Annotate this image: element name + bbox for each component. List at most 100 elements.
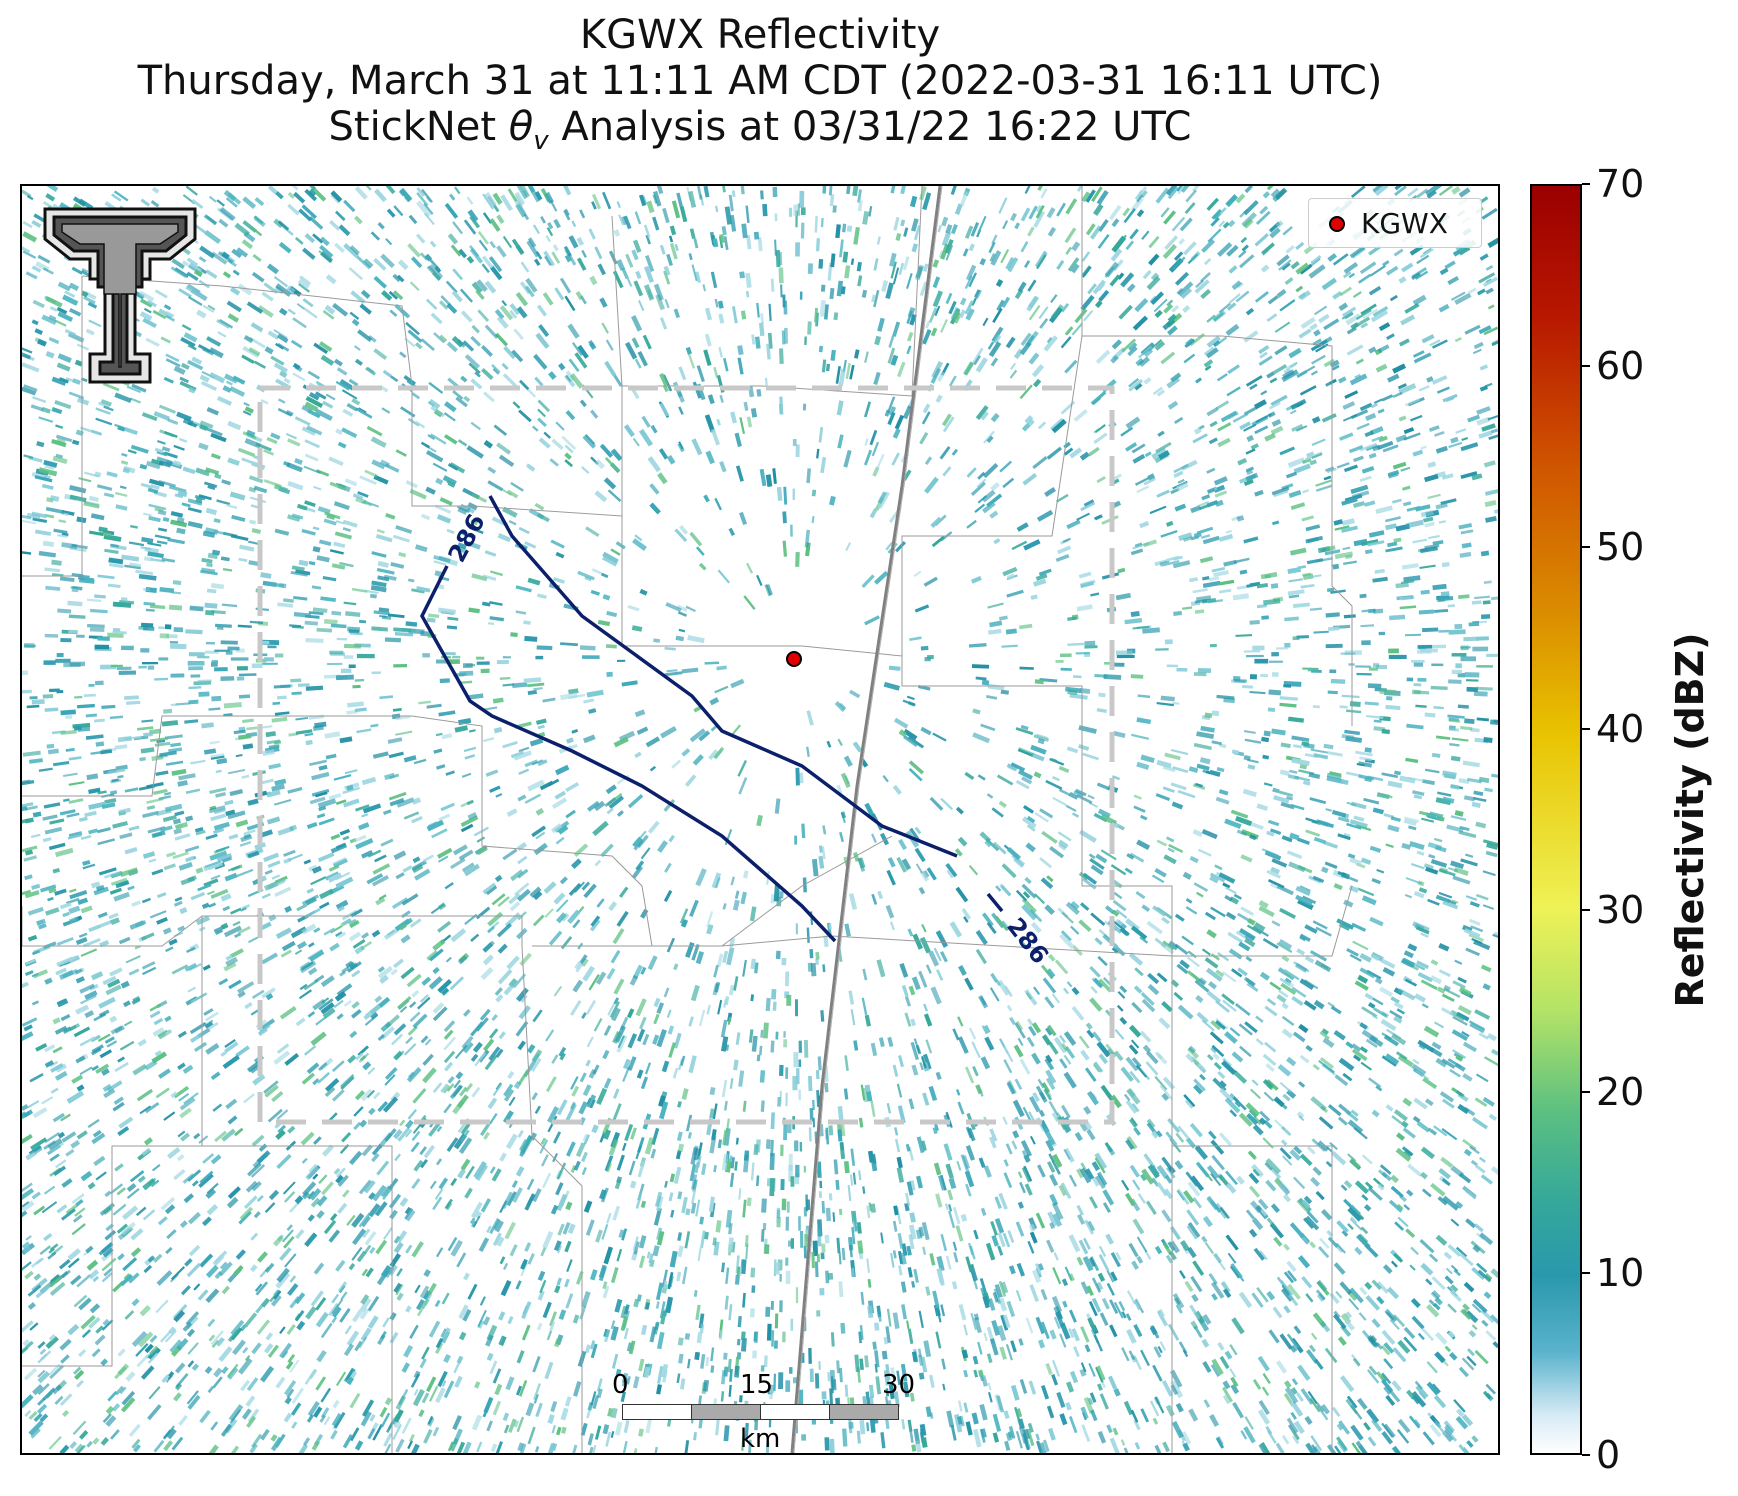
reflectivity-gate — [896, 1156, 903, 1169]
reflectivity-gate — [1332, 563, 1340, 570]
reflectivity-gate — [54, 888, 67, 896]
reflectivity-gate — [426, 703, 442, 709]
map-frame[interactable]: 286 286 — [20, 184, 1500, 1455]
reflectivity-gate — [941, 1358, 946, 1370]
reflectivity-gate — [517, 1040, 526, 1051]
reflectivity-gate — [760, 1100, 765, 1112]
reflectivity-gate — [1446, 824, 1464, 833]
reflectivity-gate — [1469, 1022, 1486, 1034]
reflectivity-gate — [1129, 1117, 1138, 1128]
reflectivity-gate — [645, 736, 661, 748]
reflectivity-gate — [1447, 1303, 1457, 1313]
reflectivity-gate — [432, 1426, 440, 1437]
reflectivity-gate — [989, 620, 1003, 628]
reflectivity-gate — [22, 231, 38, 243]
reflectivity-gate — [828, 1125, 834, 1136]
reflectivity-gate — [214, 473, 222, 480]
reflectivity-gate — [1251, 1079, 1259, 1086]
reflectivity-gate — [335, 899, 349, 910]
reflectivity-gate — [829, 194, 835, 207]
reflectivity-gate — [718, 313, 725, 324]
reflectivity-gate — [1224, 1350, 1233, 1360]
reflectivity-gate — [217, 331, 227, 338]
reflectivity-gate — [629, 1180, 637, 1189]
reflectivity-gate — [1070, 263, 1080, 274]
reflectivity-gate — [661, 1060, 670, 1073]
reflectivity-gate — [109, 887, 123, 895]
reflectivity-gate — [368, 1203, 381, 1218]
reflectivity-gate — [1305, 829, 1321, 837]
reflectivity-gate — [1368, 530, 1385, 538]
reflectivity-gate — [653, 638, 661, 643]
reflectivity-gate — [918, 1310, 924, 1329]
reflectivity-gate — [877, 890, 884, 900]
reflectivity-gate — [952, 1241, 958, 1251]
reflectivity-gate — [1431, 663, 1444, 667]
reflectivity-gate — [765, 1139, 771, 1150]
reflectivity-gate — [1376, 1281, 1389, 1294]
reflectivity-gate — [174, 493, 184, 499]
reflectivity-gate — [774, 798, 781, 814]
reflectivity-gate — [304, 1232, 318, 1248]
reflectivity-gate — [585, 1059, 591, 1067]
reflectivity-gate — [129, 397, 141, 404]
reflectivity-gate — [260, 399, 269, 405]
reflectivity-gate — [1376, 664, 1388, 670]
reflectivity-gate — [331, 1060, 345, 1073]
reflectivity-gate — [415, 233, 426, 244]
reflectivity-gate — [318, 1174, 328, 1185]
reflectivity-gate — [218, 218, 229, 228]
reflectivity-gate — [340, 1291, 348, 1301]
reflectivity-gate — [1315, 926, 1332, 937]
reflectivity-gate — [570, 1076, 579, 1090]
reflectivity-gate — [354, 215, 363, 225]
reflectivity-gate — [1059, 653, 1072, 658]
reflectivity-gate — [373, 275, 388, 289]
reflectivity-gate — [227, 1115, 238, 1125]
reflectivity-gate — [848, 893, 858, 910]
reflectivity-gate — [1410, 1246, 1419, 1256]
reflectivity-gate — [125, 1371, 136, 1382]
reflectivity-gate — [886, 869, 896, 886]
reflectivity-gate — [208, 195, 217, 203]
reflectivity-gate — [1397, 1054, 1414, 1068]
reflectivity-gate — [177, 780, 188, 787]
reflectivity-gate — [443, 1103, 452, 1114]
reflectivity-gate — [1387, 373, 1400, 383]
reflectivity-gate — [388, 751, 404, 759]
reflectivity-gate — [1451, 737, 1469, 742]
reflectivity-gate — [1443, 1420, 1455, 1433]
reflectivity-gate — [1244, 186, 1254, 194]
reflectivity-gate — [579, 209, 586, 219]
reflectivity-gate — [1390, 1174, 1399, 1184]
reflectivity-gate — [775, 950, 781, 960]
reflectivity-gate — [1373, 398, 1383, 404]
reflectivity-gate — [226, 503, 238, 510]
map-canvas[interactable]: 286 286 — [22, 186, 1498, 1453]
reflectivity-gate — [1000, 1314, 1009, 1331]
reflectivity-gate — [1019, 666, 1034, 670]
reflectivity-gate — [1330, 1005, 1342, 1015]
reflectivity-gate — [735, 1032, 741, 1045]
reflectivity-gate — [190, 891, 206, 901]
reflectivity-gate — [1272, 787, 1280, 794]
reflectivity-gate — [806, 710, 814, 726]
reflectivity-gate — [145, 608, 155, 612]
reflectivity-gate — [1226, 302, 1237, 311]
reflectivity-field — [22, 186, 1498, 1453]
reflectivity-gate — [1163, 854, 1177, 865]
reflectivity-gate — [1261, 615, 1269, 620]
reflectivity-gate — [538, 437, 551, 449]
reflectivity-gate — [1444, 1345, 1452, 1353]
reflectivity-gate — [289, 1275, 297, 1283]
reflectivity-gate — [816, 448, 820, 459]
reflectivity-gate — [770, 1112, 775, 1130]
reflectivity-gate — [1202, 1361, 1212, 1373]
reflectivity-gate — [1207, 228, 1222, 243]
reflectivity-gate — [1213, 484, 1226, 493]
reflectivity-gate — [1145, 1200, 1157, 1215]
reflectivity-gate — [251, 1342, 262, 1355]
reflectivity-gate — [1299, 385, 1317, 396]
reflectivity-gate — [745, 205, 750, 223]
reflectivity-gate — [249, 1264, 258, 1273]
